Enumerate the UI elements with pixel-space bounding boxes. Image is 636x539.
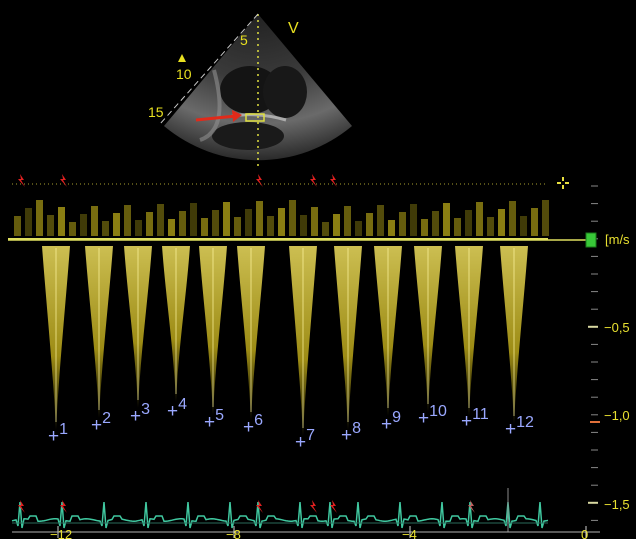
upper-spectrum [14, 200, 549, 236]
lower-spectrum [42, 246, 528, 436]
measurement-marker-5[interactable]: +5 [204, 407, 225, 433]
r-wave-marker-icon [330, 174, 337, 187]
velocity-unit-label: [m/s [605, 232, 630, 247]
focus-marker-icon [178, 54, 186, 62]
depth-label-10: 10 [176, 66, 192, 82]
measurement-marker-1[interactable]: +1 [48, 421, 69, 447]
r-wave-marker-icon [468, 500, 475, 513]
r-wave-marker-icon [18, 500, 25, 513]
measurement-marker-12[interactable]: +12 [505, 414, 534, 440]
baseline [8, 238, 548, 240]
depth-scale-line [159, 13, 259, 125]
sample-volume-gate[interactable] [245, 113, 265, 122]
measurement-marker-3[interactable]: +3 [130, 401, 151, 427]
time-tick-label: −4 [402, 527, 417, 539]
scale-handle-icon[interactable] [585, 232, 597, 248]
measurement-marker-11[interactable]: +11 [461, 406, 489, 432]
r-wave-marker-icon [256, 500, 263, 513]
depth-label-5: 5 [240, 32, 248, 48]
r-wave-marker-icon [310, 174, 317, 187]
measurement-marker-6[interactable]: +6 [243, 412, 264, 438]
ecg-trace [11, 501, 549, 529]
r-wave-marker-icon [310, 500, 317, 513]
r-wave-markers [18, 174, 475, 513]
time-tick-label: −12 [50, 527, 73, 539]
velocity-tick-label: −0,5 [604, 320, 630, 335]
time-axis [57, 526, 587, 538]
time-tick-label: 0 [581, 527, 589, 539]
r-wave-marker-icon [256, 174, 263, 187]
r-wave-marker-icon [60, 500, 67, 513]
velocity-tick-label: −1,0 [604, 408, 630, 423]
depth-label-15: 15 [148, 104, 164, 120]
measurement-marker-9[interactable]: +9 [381, 409, 402, 435]
measurement-marker-7[interactable]: +7 [295, 427, 316, 453]
r-wave-marker-icon [60, 174, 67, 187]
measurement-marker-4[interactable]: +4 [167, 396, 188, 422]
velocity-tick-label: −1,5 [604, 497, 630, 512]
velocity-scale [588, 185, 598, 521]
measurement-marker-2[interactable]: +2 [91, 410, 112, 436]
measurement-marker-8[interactable]: +8 [341, 420, 362, 446]
r-wave-marker-icon [330, 500, 337, 513]
pointer-arrow-icon [195, 110, 242, 122]
view-label: V [288, 20, 299, 37]
time-tick-label: −8 [226, 527, 241, 539]
measurement-marker-10[interactable]: +10 [418, 403, 447, 429]
r-wave-marker-icon [18, 174, 25, 187]
crosshair-icon[interactable] [557, 177, 569, 189]
